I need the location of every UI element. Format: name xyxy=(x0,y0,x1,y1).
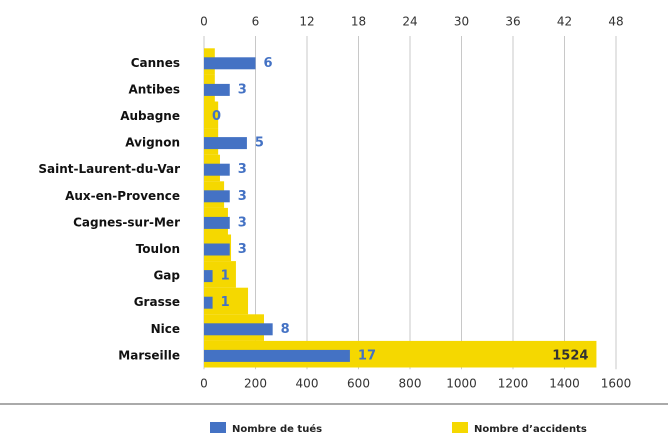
bar xyxy=(204,163,230,176)
data-label: 3 xyxy=(238,215,247,230)
data-label: 3 xyxy=(238,242,247,257)
bar xyxy=(204,57,256,70)
category-label: Toulon xyxy=(136,242,180,256)
bar xyxy=(204,323,273,336)
data-label: 6 xyxy=(264,56,273,71)
data-label: 3 xyxy=(238,162,247,177)
x2-tick-label: 42 xyxy=(557,15,572,29)
x-tick-label: 400 xyxy=(296,377,319,391)
category-label: Cannes xyxy=(131,56,180,70)
bar xyxy=(204,243,230,256)
bar xyxy=(204,190,230,203)
legend-swatch xyxy=(210,422,226,433)
x-tick-label: 1200 xyxy=(498,377,529,391)
data-label: 8 xyxy=(281,322,290,337)
legend-label: Nombre d’accidents xyxy=(474,424,587,434)
x2-tick-label: 6 xyxy=(252,15,260,29)
category-label: Nice xyxy=(151,322,180,336)
x2-tick-label: 12 xyxy=(299,15,314,29)
category-label: Antibes xyxy=(128,82,180,96)
x2-tick-label: 36 xyxy=(505,15,520,29)
data-label: 5 xyxy=(255,136,264,151)
category-label: Avignon xyxy=(125,136,180,150)
x-tick-label: 200 xyxy=(244,377,267,391)
x2-tick-label: 24 xyxy=(402,15,417,29)
x2-tick-label: 30 xyxy=(454,15,469,29)
data-label: 17 xyxy=(358,348,376,363)
bar xyxy=(204,270,213,283)
bar xyxy=(204,349,350,362)
x-tick-label: 1600 xyxy=(601,377,632,391)
x-tick-label: 800 xyxy=(399,377,422,391)
legend-label: Nombre de tués xyxy=(232,423,322,434)
x-tick-label: 600 xyxy=(347,377,370,391)
bar xyxy=(204,216,230,229)
x-tick-label: 1400 xyxy=(549,377,580,391)
category-label: Cagnes-sur-Mer xyxy=(73,215,180,229)
category-label: Saint-Laurent-du-Var xyxy=(38,162,180,176)
data-label: 0 xyxy=(212,109,221,124)
x2-tick-label: 48 xyxy=(608,15,623,29)
data-label: 1 xyxy=(221,295,230,310)
bar xyxy=(204,137,247,150)
data-label: 3 xyxy=(238,189,247,204)
bar xyxy=(204,83,230,96)
legend-swatch xyxy=(452,422,468,433)
bar xyxy=(204,296,213,309)
category-label: Grasse xyxy=(134,295,180,309)
data-label: 3 xyxy=(238,82,247,97)
x-tick-label: 0 xyxy=(200,377,208,391)
data-label: 1 xyxy=(221,269,230,284)
x-tick-label: 1000 xyxy=(446,377,477,391)
bar xyxy=(204,101,219,129)
category-label: Gap xyxy=(153,269,180,283)
category-label: Aux-en-Provence xyxy=(65,189,180,203)
category-label: Aubagne xyxy=(120,109,180,123)
data-label: 1524 xyxy=(552,348,588,363)
category-label: Marseille xyxy=(118,348,180,362)
x2-tick-label: 18 xyxy=(351,15,366,29)
x2-tick-label: 0 xyxy=(200,15,208,29)
